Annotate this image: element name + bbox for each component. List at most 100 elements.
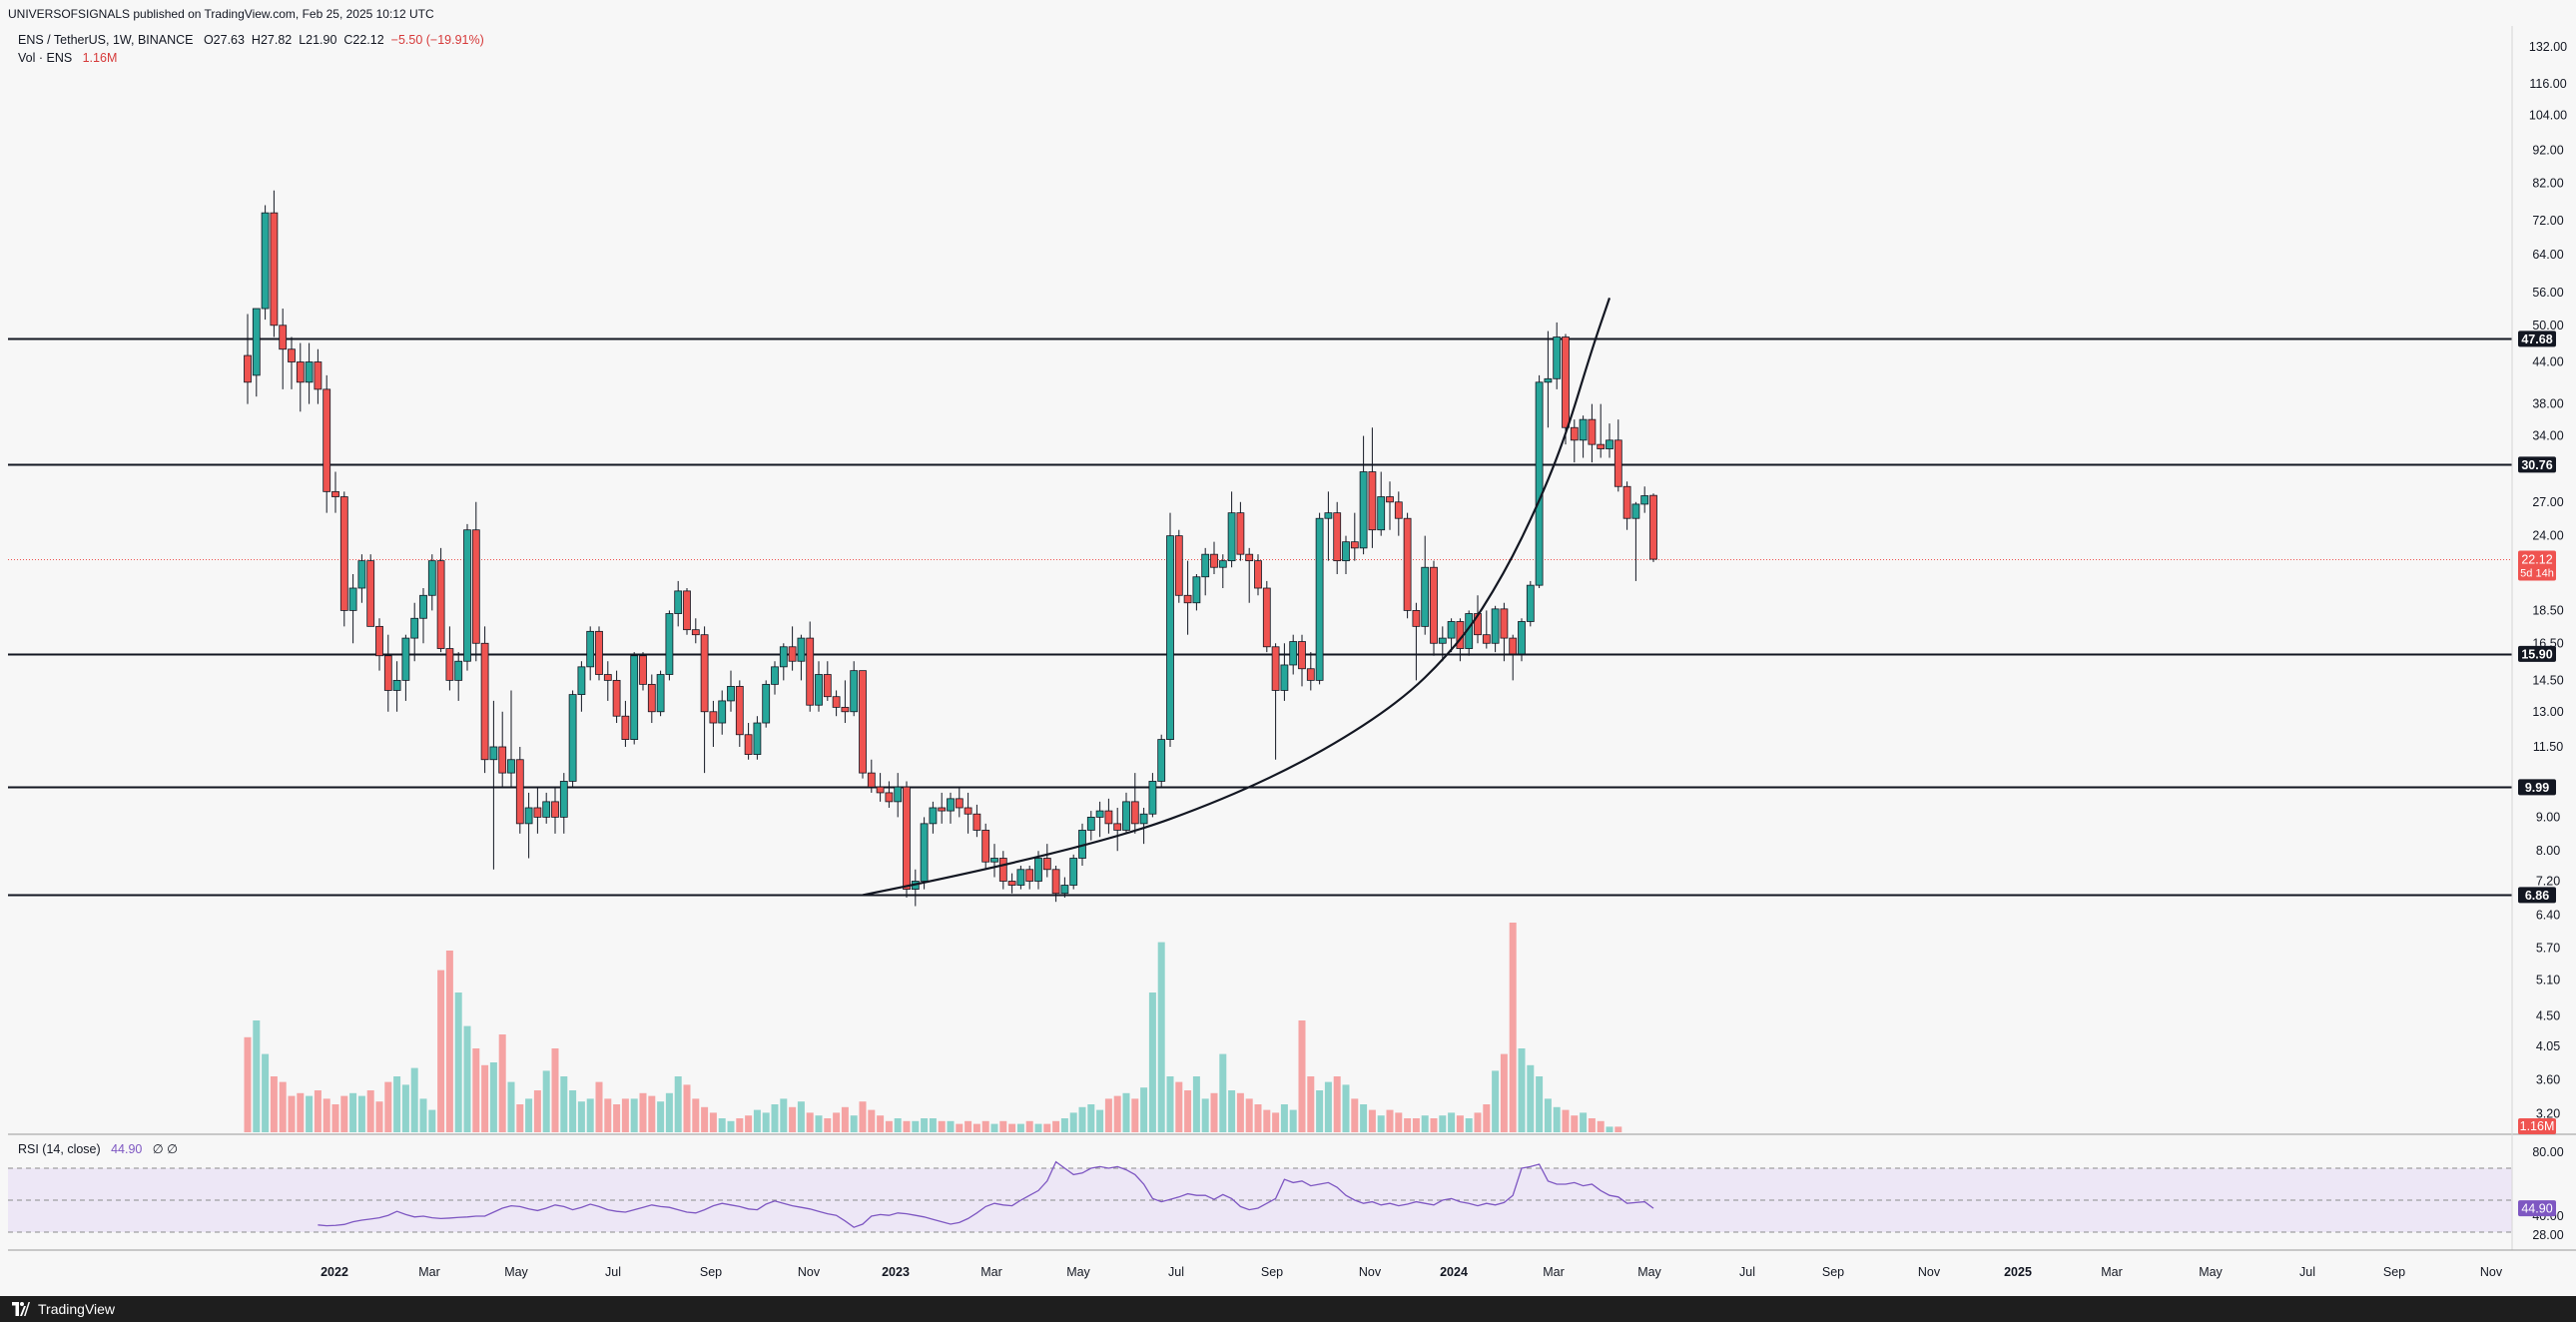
time-tick-label: Jul	[605, 1265, 621, 1279]
candle-body	[972, 813, 981, 831]
candle-body	[1298, 641, 1306, 670]
candle-body	[1386, 496, 1394, 503]
volume-bar	[877, 1115, 885, 1132]
volume-bar	[1412, 1118, 1420, 1132]
price-tick-label: 14.50	[2532, 673, 2563, 687]
candle-body	[331, 490, 339, 497]
level-label-bg	[2518, 779, 2556, 796]
volume-bar	[929, 1118, 937, 1132]
volume-bar	[912, 1120, 920, 1132]
rsi-tick-label: 80.00	[2532, 1145, 2563, 1159]
footer-brand: TradingView	[38, 1301, 116, 1317]
volume-bar	[736, 1118, 744, 1132]
curve-line	[862, 298, 1611, 897]
tradingview-logo[interactable]: TradingView	[10, 1299, 115, 1319]
time-tick-label: Nov	[798, 1265, 821, 1279]
candle-body	[718, 700, 727, 724]
volume-bar	[1201, 1098, 1209, 1132]
price-tick-label: 38.00	[2532, 397, 2563, 411]
volume-bar	[1518, 1048, 1526, 1132]
volume-bar	[1034, 1123, 1042, 1132]
candle-body	[1562, 336, 1570, 428]
candle-body	[1342, 541, 1350, 562]
volume-bar	[1588, 1118, 1596, 1132]
volume-bar	[701, 1106, 709, 1132]
candle-body	[806, 637, 815, 706]
volume-bar	[1131, 1098, 1139, 1132]
volume-bar	[665, 1092, 673, 1132]
candle-body	[832, 696, 841, 708]
price-tick-label: 72.00	[2532, 214, 2563, 228]
volume-bar	[692, 1098, 700, 1132]
candle-body	[735, 685, 744, 736]
volume-bar	[393, 1076, 401, 1132]
time-tick-label: Sep	[1822, 1265, 1844, 1279]
rsi-value: 44.90	[111, 1142, 143, 1156]
price-tick-label: 27.00	[2532, 495, 2563, 509]
volume-bar	[1254, 1104, 1262, 1132]
candle-body	[1201, 553, 1210, 578]
candle-body	[1069, 858, 1078, 886]
volume-bar	[1272, 1112, 1280, 1132]
candle-body	[498, 746, 507, 774]
candle-body	[771, 666, 779, 685]
volume-bars	[244, 923, 1622, 1132]
volume-bar	[595, 1081, 603, 1132]
volume-bar	[445, 951, 453, 1132]
volume-bar	[1307, 1076, 1315, 1132]
volume-bar	[789, 1106, 797, 1132]
level-label: 47.68	[2521, 332, 2552, 346]
time-tick-label: Mar	[980, 1265, 1002, 1279]
candle-body	[559, 781, 568, 818]
volume-bar	[331, 1104, 339, 1132]
price-tick-label: 44.00	[2532, 355, 2563, 369]
volume-bar	[885, 1120, 893, 1132]
candle-body	[920, 823, 929, 882]
candle-body	[656, 674, 665, 713]
volume-bar	[384, 1081, 392, 1132]
candle-body	[779, 646, 788, 668]
candle-body	[1394, 501, 1403, 519]
time-tick-label: Sep	[1261, 1265, 1283, 1279]
candle-body	[288, 348, 296, 362]
candle-body	[700, 634, 709, 713]
last-price-label: 22.12	[2521, 553, 2552, 567]
price-tick-label: 56.00	[2532, 286, 2563, 300]
candle-body	[1254, 560, 1262, 589]
price-tick-label: 5.10	[2536, 974, 2560, 988]
bar-countdown-label: 5d 14h	[2520, 568, 2554, 580]
volume-bar	[428, 1109, 436, 1132]
candle-body	[270, 212, 279, 327]
candle-body	[1377, 496, 1386, 531]
volume-bar	[1122, 1092, 1130, 1132]
candle-body	[1544, 377, 1553, 383]
volume-bar	[1553, 1106, 1561, 1132]
volume-bar	[1536, 1076, 1544, 1132]
candle-body	[1280, 664, 1289, 691]
candle-body	[929, 807, 938, 825]
candle-body	[981, 830, 990, 863]
time-tick-label: May	[1066, 1265, 1090, 1279]
volume-axis-label: 1.16M	[2520, 1119, 2555, 1133]
level-label: 15.90	[2521, 647, 2552, 661]
volume-bar	[1289, 1109, 1297, 1132]
candle-body	[1060, 885, 1069, 895]
candle-body	[647, 683, 656, 713]
candle-body	[903, 786, 911, 890]
candle-body	[815, 674, 823, 706]
volume-bar	[1087, 1104, 1095, 1132]
candle-body	[788, 646, 797, 662]
volume-bar	[1465, 1118, 1473, 1132]
volume-bar	[340, 1095, 348, 1132]
price-tick-label: 4.05	[2536, 1039, 2560, 1053]
candle-body	[568, 694, 577, 782]
volume-bar	[1456, 1115, 1464, 1132]
horizontal-levels	[8, 337, 2512, 897]
time-tick-label: Mar	[2101, 1265, 2123, 1279]
volume-bar	[1078, 1106, 1086, 1132]
rsi-tick-label: 28.00	[2532, 1228, 2563, 1242]
candle-body	[1579, 418, 1588, 441]
volume-bar	[1509, 923, 1517, 1132]
volume-bar	[270, 1076, 278, 1132]
